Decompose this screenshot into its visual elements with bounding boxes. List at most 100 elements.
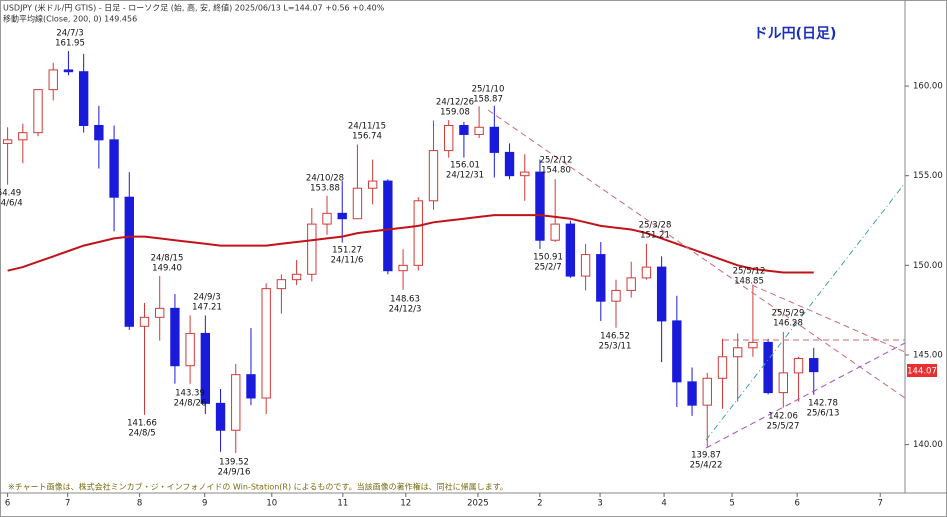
annotation: 142.78 xyxy=(808,399,838,409)
candle-body xyxy=(778,372,789,394)
annotation: 25/3/28 xyxy=(639,221,672,231)
candle-body xyxy=(626,277,636,291)
annotation: 25/3/11 xyxy=(599,342,632,352)
candle-body xyxy=(504,151,515,177)
candle-body xyxy=(611,289,621,302)
candle-body xyxy=(94,124,104,141)
x-tick-label: 6 xyxy=(5,499,10,509)
annotation: 24/8/15 xyxy=(151,254,184,264)
candle-body xyxy=(763,341,773,394)
candle-body xyxy=(596,254,606,302)
trend-line xyxy=(705,342,906,449)
annotation: 25/2/7 xyxy=(534,263,561,273)
annotation: 24/9/16 xyxy=(218,468,251,478)
y-tick-label: 140.00 xyxy=(913,440,943,450)
candle-body xyxy=(139,316,150,327)
annotation: 25/1/10 xyxy=(472,85,505,95)
annotation: 139.52 xyxy=(219,458,249,468)
annotation: 151.21 xyxy=(640,231,670,241)
candle-body xyxy=(383,180,393,272)
annotation: 147.21 xyxy=(192,303,222,313)
candle-body xyxy=(215,402,226,431)
annotation: 24/12/3 xyxy=(389,305,422,315)
annotation: 24/11/15 xyxy=(348,122,386,132)
annotation: 158.87 xyxy=(473,95,503,105)
candle-body xyxy=(793,358,804,374)
x-tick-label: 3 xyxy=(597,499,602,509)
annotation: 149.40 xyxy=(152,264,182,274)
annotation: 142.06 xyxy=(768,412,798,422)
chart-title: ドル円(日足) xyxy=(754,26,837,42)
trend-lines xyxy=(487,109,906,449)
candle-body xyxy=(352,187,363,220)
candle-body xyxy=(717,356,728,379)
annotation: 159.08 xyxy=(440,108,470,118)
annotation: 161.95 xyxy=(55,39,85,49)
annotation: 24/6/4 xyxy=(0,199,23,209)
annotation: 24/8/26 xyxy=(174,399,207,409)
trend-line xyxy=(705,182,906,441)
x-tick-label: 7 xyxy=(65,499,70,509)
annotation: 148.63 xyxy=(390,295,420,305)
x-tick-label: 2025 xyxy=(467,499,489,509)
candle-body xyxy=(109,139,119,198)
x-tick-label: 6 xyxy=(794,499,799,509)
candle-body xyxy=(413,200,423,266)
candle-body xyxy=(261,288,271,399)
annotation: 156.74 xyxy=(352,132,382,142)
annotation: 146.52 xyxy=(600,332,630,342)
y-tick-label: 155.00 xyxy=(913,171,943,181)
candle-body xyxy=(474,126,484,135)
annotation: 24/12/26 xyxy=(436,98,474,108)
x-tick-label: 4 xyxy=(661,499,666,509)
candle-body xyxy=(124,196,134,327)
annotation: 24/7/3 xyxy=(56,29,83,39)
candle-body xyxy=(672,320,682,383)
candle-body xyxy=(535,171,545,241)
y-tick-label: 150.00 xyxy=(913,261,943,271)
candle-body xyxy=(2,139,13,144)
moving-average xyxy=(7,214,814,274)
x-tick-label: 9 xyxy=(202,499,207,509)
candle-body xyxy=(231,374,241,431)
annotation: 146.28 xyxy=(773,319,803,329)
note: ※チャート画像は、株式会社ミンカブ・ジ・インフォノイドの Win-Station… xyxy=(8,482,508,492)
annotation: 24/8/5 xyxy=(128,429,155,439)
candle-body xyxy=(170,307,180,367)
candle-body xyxy=(809,358,819,373)
annotation: 143.39 xyxy=(175,389,205,399)
candle-body xyxy=(246,374,256,399)
annotation: 154.80 xyxy=(541,166,571,176)
annotation: 139.87 xyxy=(691,451,721,461)
candle-body xyxy=(367,180,378,189)
candle-body xyxy=(489,126,500,153)
annotation: 24/10/28 xyxy=(306,174,344,184)
candle-body xyxy=(520,171,530,177)
annotation: 148.85 xyxy=(734,277,764,287)
candle-body xyxy=(33,89,43,134)
trend-line xyxy=(751,284,906,353)
annotation: 25/5/27 xyxy=(767,422,800,432)
candle-body xyxy=(733,347,743,358)
candle-body xyxy=(748,341,758,349)
annotation: 156.01 xyxy=(450,161,480,171)
candle-body xyxy=(63,69,74,73)
annotation: 25/2/12 xyxy=(540,156,573,166)
annotation: 141.66 xyxy=(127,419,157,429)
x-tick-label: 12 xyxy=(400,499,411,509)
annotation: 151.27 xyxy=(332,246,362,256)
candle-body xyxy=(200,332,211,404)
candle-body xyxy=(155,307,165,318)
plot xyxy=(2,51,819,454)
candle-body xyxy=(641,266,652,279)
candle-body xyxy=(550,223,560,241)
candle-body xyxy=(428,150,439,202)
candle-body xyxy=(337,212,347,220)
candle-body xyxy=(459,124,469,135)
last-price: 144.07 xyxy=(907,367,937,377)
candle-body xyxy=(276,279,287,290)
annotation: 25/5/12 xyxy=(733,267,766,277)
candle-body xyxy=(185,332,195,367)
annotation: 24/12/31 xyxy=(446,171,484,181)
